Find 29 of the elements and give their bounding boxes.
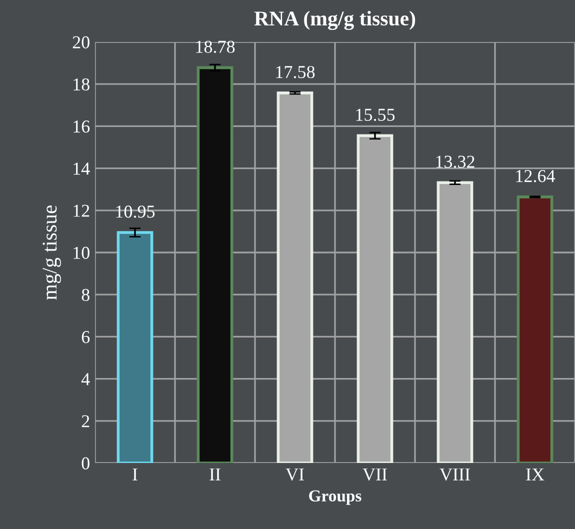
bar (116, 231, 154, 463)
x-tick-label: VI (286, 468, 304, 481)
y-tick-label: 12 (74, 204, 90, 217)
x-tick-label: IX (526, 468, 544, 480)
y-tick-label: 16 (74, 120, 90, 133)
x-tick-label: II (210, 468, 220, 480)
chart-title: RNA (mg/g tissue) (254, 10, 416, 30)
y-tick-label: 4 (81, 373, 90, 386)
y-tick-label: 20 (72, 36, 90, 48)
bar (516, 196, 554, 463)
y-tick-label: 18 (74, 78, 90, 91)
x-tick-label: VII (362, 468, 387, 481)
data-label: 18.78 (196, 40, 235, 53)
x-axis-title: Groups (309, 490, 362, 505)
bar (196, 66, 234, 463)
data-label: 13.32 (436, 156, 474, 168)
y-tick-label: 2 (82, 415, 90, 428)
data-label: 12.64 (516, 170, 556, 182)
data-label: 17.58 (276, 66, 315, 78)
y-tick-label: 10 (74, 246, 90, 259)
y-axis-title: mg/g tissue (42, 205, 61, 300)
y-tick-label: 0 (82, 457, 90, 470)
x-tick-label: I (132, 468, 138, 480)
x-tick-label: VIII (440, 468, 470, 481)
data-label: 15.55 (356, 108, 395, 121)
y-tick-label: 14 (74, 162, 90, 175)
y-tick-label: 6 (82, 331, 90, 344)
data-label: 10.95 (116, 206, 155, 218)
y-tick-label: 8 (82, 288, 90, 302)
